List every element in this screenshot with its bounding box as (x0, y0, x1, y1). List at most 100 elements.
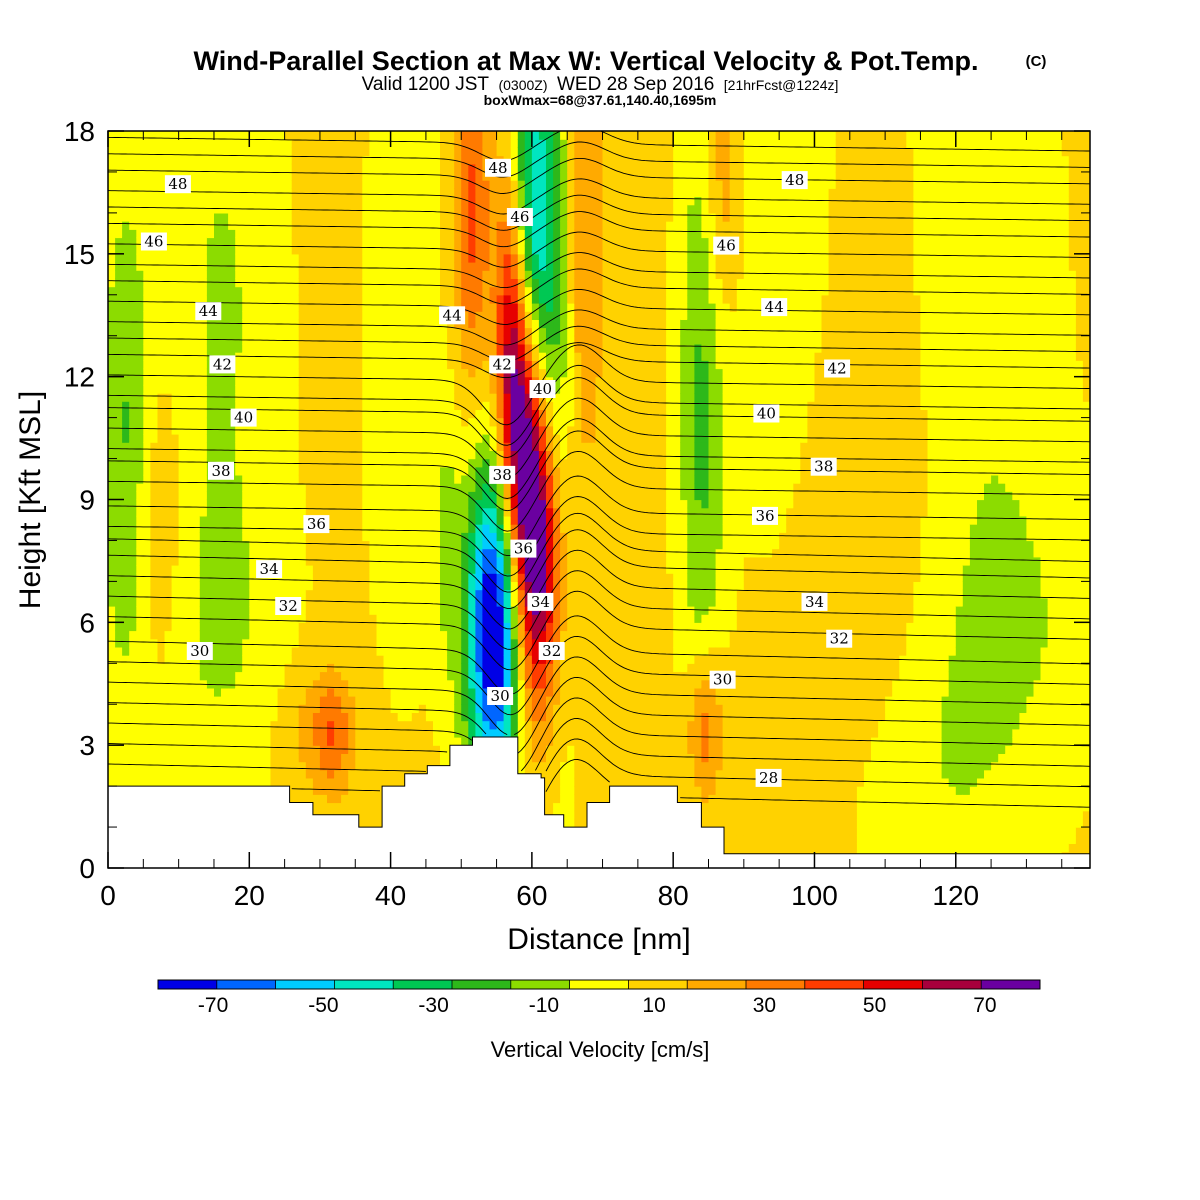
w-cell (192, 704, 201, 713)
w-cell (277, 327, 286, 337)
w-cell (489, 343, 498, 353)
w-cell (404, 286, 413, 296)
w-cell (334, 360, 342, 370)
w-cell (185, 270, 194, 279)
w-cell (129, 687, 137, 697)
w-cell (376, 655, 385, 664)
chart-title: Wind-Parallel Section at Max W: Vertical… (194, 46, 979, 76)
w-cell (249, 450, 257, 460)
w-cell (136, 687, 144, 697)
w-cell (284, 450, 293, 460)
w-cell (376, 327, 385, 337)
w-cell (411, 761, 420, 771)
w-cell (404, 565, 413, 574)
w-cell (440, 286, 448, 296)
w-cell (136, 270, 144, 279)
w-cell (150, 606, 159, 615)
w-cell (369, 507, 378, 517)
w-cell (291, 679, 300, 689)
w-cell (206, 622, 215, 632)
w-cell (468, 286, 476, 296)
w-cell (136, 229, 144, 239)
w-cell (214, 425, 222, 435)
w-cell (270, 180, 279, 189)
w-cell (418, 646, 427, 656)
w-cell (235, 442, 243, 451)
w-cell (108, 540, 116, 550)
w-cell (404, 630, 413, 640)
w-cell (404, 139, 413, 148)
w-cell (425, 131, 434, 140)
w-cell (454, 532, 462, 542)
w-cell (362, 270, 370, 279)
w-cell (355, 180, 363, 189)
w-cell (192, 532, 201, 542)
w-cell (447, 597, 455, 607)
w-cell (242, 761, 250, 771)
w-cell (327, 180, 335, 189)
w-cell (433, 737, 441, 746)
w-cell (305, 442, 314, 451)
w-cell (150, 147, 159, 157)
w-cell (348, 212, 356, 222)
w-cell (397, 360, 406, 370)
w-cell (185, 630, 194, 640)
w-cell (108, 409, 116, 419)
w-cell (108, 327, 116, 337)
w-cell (256, 434, 265, 443)
w-cell (418, 663, 427, 673)
w-cell (475, 147, 484, 157)
w-cell (447, 368, 455, 378)
w-cell (157, 139, 166, 148)
w-cell (256, 180, 265, 189)
w-cell (390, 745, 399, 754)
w-cell (411, 286, 420, 296)
w-cell (115, 343, 123, 353)
w-cell (185, 581, 194, 591)
w-cell (376, 237, 385, 247)
w-cell (150, 581, 159, 591)
w-cell (185, 155, 194, 165)
w-cell (206, 180, 215, 189)
w-cell (214, 671, 222, 681)
w-cell (122, 737, 130, 746)
w-cell (305, 606, 314, 615)
w-cell (235, 499, 243, 509)
w-cell (256, 540, 265, 550)
w-cell (341, 270, 349, 279)
w-cell (475, 327, 484, 337)
w-cell (418, 417, 427, 427)
w-cell (327, 728, 335, 738)
w-cell (397, 393, 406, 402)
w-cell (312, 278, 321, 288)
w-cell (228, 687, 236, 697)
w-cell (327, 638, 335, 648)
w-cell (383, 515, 392, 525)
w-cell (348, 515, 356, 525)
w-cell (221, 335, 229, 345)
w-cell (249, 745, 257, 754)
w-cell (192, 360, 201, 370)
w-cell (447, 589, 455, 599)
w-cell (305, 163, 314, 173)
w-cell (185, 777, 194, 787)
w-cell (136, 262, 144, 271)
w-cell (291, 311, 300, 320)
w-cell (376, 728, 385, 738)
w-cell (482, 532, 491, 542)
w-cell (129, 720, 137, 730)
w-cell (164, 327, 173, 337)
w-cell (362, 384, 370, 394)
w-cell (249, 212, 257, 222)
w-cell (341, 360, 349, 370)
w-cell (418, 311, 427, 320)
w-cell (447, 532, 455, 542)
w-cell (440, 753, 448, 763)
w-cell (136, 515, 144, 525)
w-cell (475, 507, 484, 517)
w-cell (468, 687, 476, 697)
w-cell (433, 335, 441, 345)
w-cell (447, 548, 455, 558)
w-cell (482, 712, 491, 722)
w-cell (115, 671, 123, 681)
